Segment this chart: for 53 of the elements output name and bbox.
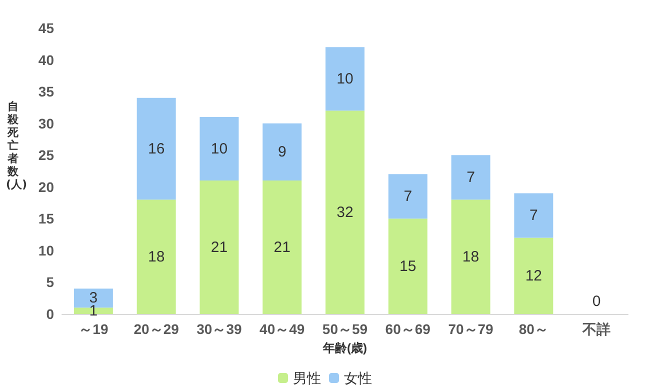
y-tick-label: 5 [46,274,54,290]
y-tick-label: 35 [38,84,54,100]
y-tick-label: 45 [38,20,54,36]
bar [136,98,176,200]
y-tick-label: 20 [38,178,54,195]
x-tick-label: 20～29 [134,321,180,337]
bar [262,123,302,181]
x-tick-label: 50～59 [322,321,368,337]
data-label: 9 [278,143,286,160]
x-tick-label: 40～49 [260,321,305,337]
data-label: 18 [462,248,480,266]
y-tick-label: 15 [38,210,54,227]
bar [200,180,239,314]
bar [514,193,554,238]
data-label: 15 [400,258,416,275]
bar [136,200,176,314]
bar [200,116,239,181]
data-label: 12 [525,267,542,284]
bar [388,174,428,219]
y-tick-label: 30 [38,115,54,132]
bar [388,218,428,314]
x-axis-title: 年齢(歳) [322,341,367,355]
y-tick-label: 0 [46,306,54,322]
x-tick-label: 30～39 [196,321,242,337]
data-label: 21 [210,238,228,256]
y-tick-label: 25 [38,147,54,164]
y-axis-title: 自殺死亡者数(人) [6,100,28,191]
bar [326,47,364,111]
bar [326,110,364,314]
x-tick-label: 80～ [518,321,548,337]
legend-label: 男性 [293,370,321,386]
data-label: 7 [404,188,412,205]
bar [451,155,490,200]
data-label: 7 [529,206,538,224]
data-label: 10 [336,70,354,88]
x-tick-label: 不詳 [582,321,611,337]
data-label: 16 [148,140,165,158]
x-tick-label: ～19 [78,321,108,337]
data-label: 21 [274,238,290,256]
data-label: 0 [592,293,601,310]
data-label: 10 [210,140,228,158]
x-tick-label: 70～79 [448,321,494,337]
data-label: 32 [336,204,354,221]
bar [514,238,554,314]
x-tick-label: 60～69 [385,321,431,337]
data-label: 18 [148,248,165,266]
y-tick-label: 10 [38,242,54,258]
data-label: 7 [466,168,475,186]
legend-label: 女性 [344,370,372,386]
bar [262,180,302,314]
bar [451,200,490,314]
y-tick-label: 40 [38,52,54,68]
data-label: 1 [89,302,98,320]
